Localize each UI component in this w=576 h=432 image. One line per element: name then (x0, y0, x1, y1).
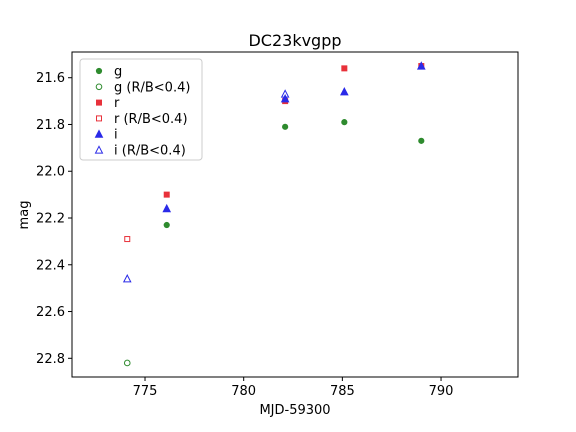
data-point (341, 65, 348, 72)
data-point (124, 236, 131, 243)
y-tick-label: 22.2 (36, 212, 65, 227)
y-axis-label: mag (17, 201, 32, 230)
y-tick-label: 22.8 (36, 352, 65, 367)
data-point (341, 119, 348, 126)
x-axis-label: MJD-59300 (259, 403, 330, 418)
x-tick-label: 780 (231, 384, 256, 399)
y-tick-label: 22.6 (36, 305, 65, 320)
legend-marker (96, 115, 102, 122)
x-tick-label: 775 (133, 384, 158, 399)
x-tick-label: 790 (429, 384, 454, 399)
chart-title: DC23kvgpp (248, 31, 341, 50)
y-tick-label: 21.6 (36, 71, 65, 86)
legend: gg (R/B<0.4)rr (R/B<0.4)ii (R/B<0.4) (79, 58, 203, 161)
x-tick-label: 785 (330, 384, 355, 399)
legend-marker (95, 83, 103, 91)
data-points (122, 61, 426, 367)
legend-label: r (R/B<0.4) (114, 112, 188, 127)
data-point (280, 93, 290, 103)
y-tick-label: 22.4 (36, 258, 65, 273)
data-point (282, 123, 289, 130)
data-point (163, 221, 170, 229)
legend-label: i (R/B<0.4) (114, 144, 186, 159)
legend-label: g (114, 65, 122, 80)
data-point (280, 89, 290, 98)
legend-marker (94, 129, 104, 138)
plot-frame (71, 51, 519, 378)
legend-marker (94, 145, 104, 154)
legend-label: r (114, 96, 120, 111)
data-point (123, 359, 131, 367)
data-point (162, 203, 172, 213)
legend-marker (95, 67, 103, 75)
y-tick-label: 22.0 (36, 165, 65, 180)
data-point (340, 86, 349, 96)
data-point (416, 61, 426, 70)
legend-marker (96, 99, 102, 106)
legend-label: i (114, 128, 118, 143)
axis-ticks: 775 780 785 790 21.6 21.8 22.0 22.2 22.4 22.6 22.8 (36, 71, 453, 399)
data-point (163, 191, 170, 198)
legend-box (79, 58, 203, 161)
y-tick-label: 21.8 (36, 118, 65, 133)
data-point (418, 137, 425, 144)
data-point (122, 274, 132, 283)
legend-label: g (R/B<0.4) (114, 80, 190, 95)
